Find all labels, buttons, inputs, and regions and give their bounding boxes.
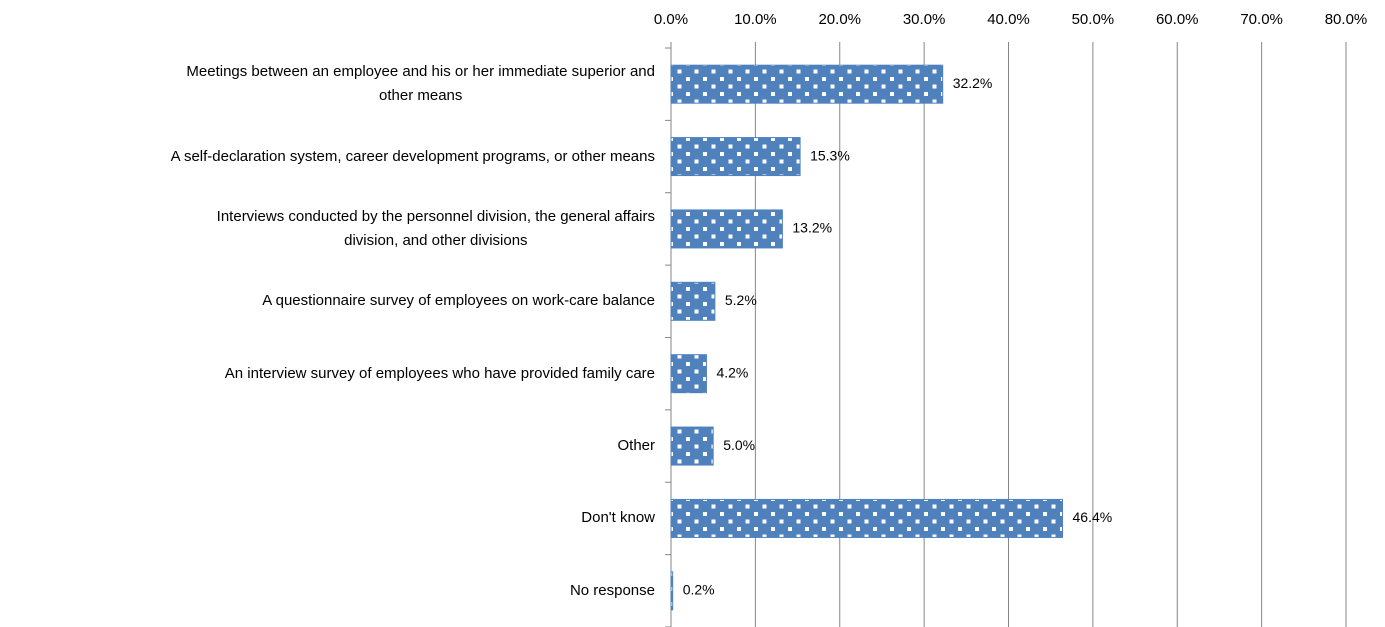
x-tick-label: 60.0% [1156,11,1199,28]
x-tick-label: 10.0% [734,11,777,28]
value-label: 15.3% [810,147,850,163]
bar [670,354,707,394]
category-label-box: Interviews conducted by the personnel di… [217,205,655,253]
value-label: 46.4% [1073,509,1113,525]
category-label-box: Meetings between an employee and his or … [186,60,655,108]
x-tick-label: 40.0% [987,11,1030,28]
x-tick-label: 50.0% [1072,11,1115,28]
value-label: 0.2% [683,582,715,598]
bar [670,281,716,321]
value-label: 13.2% [792,220,832,236]
value-label: 5.2% [725,292,757,308]
x-tick-label: 20.0% [818,11,861,28]
category-label-box: A self-declaration system, career develo… [171,145,655,169]
y-tick-label: Meetings between an employee and his or … [186,63,655,105]
category-label-box: Other [617,434,655,458]
bar [670,426,714,466]
bar [670,209,783,249]
value-label: 4.2% [716,364,748,380]
bar [670,498,1063,538]
x-tick-label: 80.0% [1325,11,1368,28]
y-tick-label: An interview survey of employees who hav… [224,364,655,382]
category-label-box: A questionnaire survey of employees on w… [262,289,655,313]
y-tick-label: No response [569,581,655,599]
y-tick-label: A questionnaire survey of employees on w… [262,292,655,310]
bar [670,64,944,104]
y-tick-label: Other [617,437,655,455]
x-tick-label: 0.0% [654,11,688,28]
value-label: 32.2% [953,75,993,91]
x-tick-label: 30.0% [903,11,946,28]
x-tick-label: 70.0% [1240,11,1283,28]
y-tick-label: Interviews conducted by the personnel di… [216,207,655,249]
category-label-box: Don't know [581,506,655,530]
bar [670,571,674,611]
value-label: 5.0% [723,437,755,453]
y-tick-label: A self-declaration system, career develo… [170,147,655,165]
category-label-box: An interview survey of employees who hav… [225,362,655,386]
y-tick-label: Don't know [581,509,655,527]
category-label-box: No response [570,579,655,603]
bar [670,137,801,177]
